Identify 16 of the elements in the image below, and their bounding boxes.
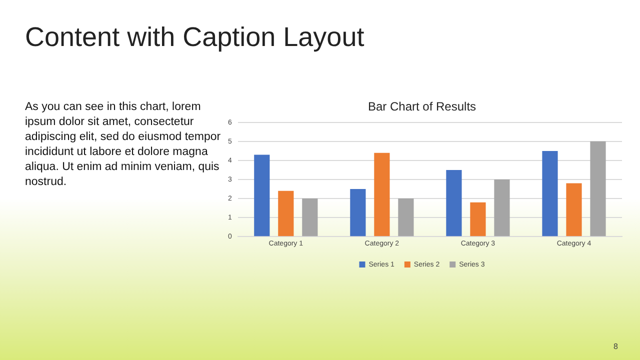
bar <box>374 152 390 236</box>
bar <box>350 189 366 236</box>
bar <box>278 190 294 236</box>
bar <box>590 141 606 236</box>
text: As you can see in this chart, lorem ipsum dolor sit amet, consectetur adipiscing elit, sed do eiusmod tempor incididunt ut labore et dolore magna aliqua. Ut enim ad minim veniam, quis nostrud. <box>25 100 222 190</box>
bar <box>566 183 582 236</box>
text: 8 <box>614 342 618 351</box>
bar <box>254 154 270 236</box>
bar <box>302 198 318 236</box>
text: Content with Caption Layout <box>25 22 364 53</box>
bar <box>398 198 414 236</box>
bar <box>542 150 558 236</box>
bar <box>494 180 510 236</box>
chart-title: Bar Chart of Results <box>368 100 476 114</box>
bar <box>446 170 462 236</box>
bar <box>470 202 486 236</box>
